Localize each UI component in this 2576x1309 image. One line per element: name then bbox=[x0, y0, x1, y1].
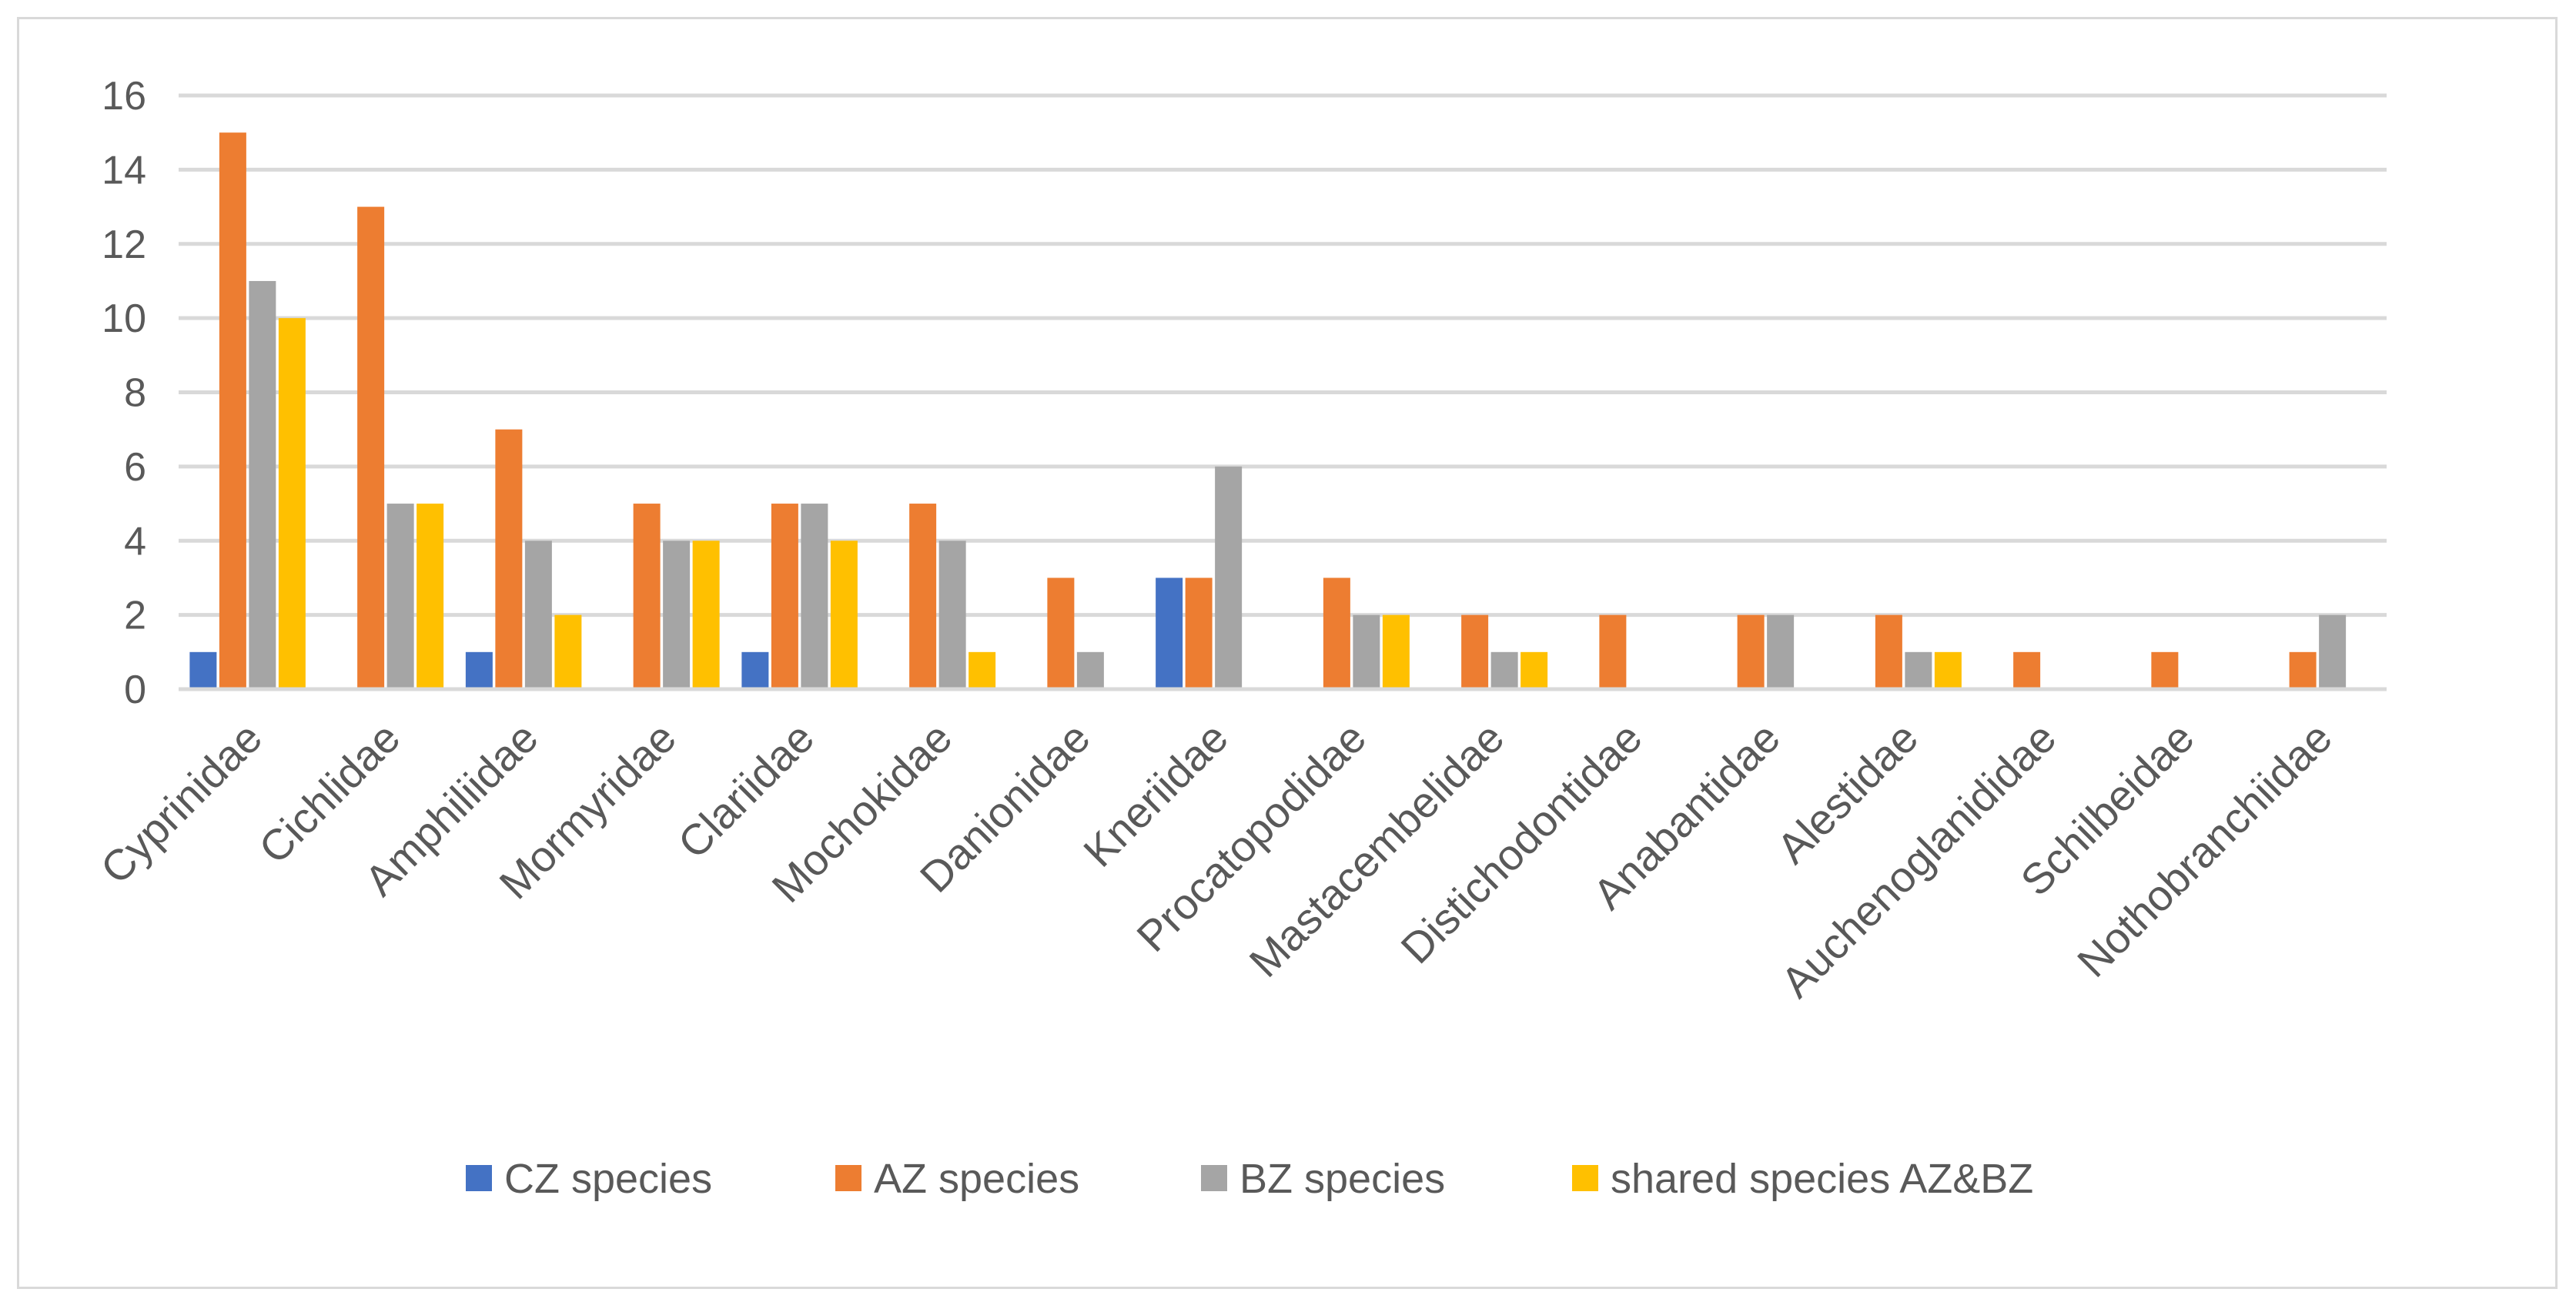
bar-kneriidae-series-0 bbox=[1156, 578, 1183, 689]
bar-cichlidae-series-3 bbox=[417, 504, 444, 689]
legend-label: AZ species bbox=[874, 1156, 1079, 1202]
bars bbox=[189, 132, 2347, 689]
y-tick-label: 10 bbox=[102, 296, 146, 341]
bar-clariidae-series-2 bbox=[801, 504, 828, 689]
y-tick-label: 16 bbox=[102, 74, 146, 119]
bar-procatopodidae-series-3 bbox=[1382, 614, 1410, 689]
bar-cyprinidae-series-1 bbox=[219, 132, 246, 689]
y-tick-label: 14 bbox=[102, 148, 146, 192]
bar-clariidae-series-0 bbox=[741, 651, 769, 689]
bar-mastacembelidae-series-1 bbox=[1461, 614, 1489, 689]
legend-label: BZ species bbox=[1239, 1156, 1445, 1202]
bar-alestidae-series-2 bbox=[1905, 651, 1932, 689]
legend: CZ species AZ species BZ species shared spe… bbox=[466, 1156, 2033, 1202]
bar-clariidae-series-1 bbox=[771, 504, 798, 689]
bar-auchenoglanididae-series-1 bbox=[2013, 651, 2041, 689]
x-axis-category-labels: CyprinidaeCichlidaeAmphiliidaeMormyridae… bbox=[91, 713, 2341, 1006]
x-category-label: Mastacembelidae bbox=[1239, 713, 1513, 986]
legend-swatch bbox=[835, 1165, 861, 1191]
bar-mormyridae-series-3 bbox=[692, 541, 720, 689]
bar-distichodontidae-series-1 bbox=[1599, 614, 1627, 689]
bar-anabantidae-series-2 bbox=[1767, 614, 1795, 689]
bar-cichlidae-series-1 bbox=[357, 206, 385, 689]
bar-cyprinidae-series-2 bbox=[249, 280, 276, 689]
bar-danionidae-series-2 bbox=[1076, 651, 1104, 689]
bar-kneriidae-series-2 bbox=[1215, 466, 1243, 689]
bar-mormyridae-series-1 bbox=[633, 504, 661, 689]
bar-amphiliidae-series-0 bbox=[465, 651, 493, 689]
y-tick-label: 12 bbox=[102, 223, 146, 267]
bar-mormyridae-series-2 bbox=[663, 541, 691, 689]
legend-swatch bbox=[466, 1165, 492, 1191]
bar-cichlidae-series-2 bbox=[386, 504, 414, 689]
x-category-label: Cyprinidae bbox=[91, 713, 271, 893]
legend-label: CZ species bbox=[504, 1156, 712, 1202]
bar-procatopodidae-series-2 bbox=[1353, 614, 1380, 689]
bar-mochokidae-series-1 bbox=[909, 504, 937, 689]
legend-label: shared species AZ&BZ bbox=[1611, 1156, 2033, 1202]
bar-alestidae-series-3 bbox=[1934, 651, 1962, 689]
x-category-label: Distichodontidae bbox=[1391, 713, 1651, 973]
bar-anabantidae-series-1 bbox=[1737, 614, 1765, 689]
bar-mochokidae-series-3 bbox=[969, 651, 996, 689]
x-category-label: Nothobranchiidae bbox=[2068, 713, 2341, 986]
y-tick-label: 0 bbox=[124, 668, 146, 712]
bar-danionidae-series-1 bbox=[1047, 578, 1075, 689]
bar-nothobranchiidae-series-1 bbox=[2289, 651, 2317, 689]
legend-swatch bbox=[1201, 1165, 1227, 1191]
y-tick-label: 4 bbox=[124, 519, 146, 564]
bar-schilbeidae-series-1 bbox=[2151, 651, 2179, 689]
bar-cyprinidae-series-3 bbox=[278, 318, 306, 689]
y-tick-label: 8 bbox=[124, 371, 146, 416]
bar-amphiliidae-series-3 bbox=[554, 614, 582, 689]
bar-alestidae-series-1 bbox=[1875, 614, 1902, 689]
bar-mochokidae-series-2 bbox=[938, 541, 966, 689]
bar-mastacembelidae-series-2 bbox=[1490, 651, 1518, 689]
bar-kneriidae-series-1 bbox=[1185, 578, 1213, 689]
bar-cyprinidae-series-0 bbox=[189, 651, 217, 689]
bar-amphiliidae-series-1 bbox=[495, 429, 523, 689]
bar-procatopodidae-series-1 bbox=[1323, 578, 1350, 689]
bar-clariidae-series-3 bbox=[830, 541, 858, 689]
y-tick-label: 6 bbox=[124, 445, 146, 490]
y-tick-label: 2 bbox=[124, 594, 146, 638]
bar-amphiliidae-series-2 bbox=[524, 541, 552, 689]
legend-swatch bbox=[1572, 1165, 1598, 1191]
bar-mastacembelidae-series-3 bbox=[1521, 651, 1548, 689]
bar-nothobranchiidae-series-2 bbox=[2319, 614, 2347, 689]
y-axis-ticks: 0 2 4 6 8 10 12 14 16 bbox=[102, 74, 146, 712]
x-category-label: Procatopodidae bbox=[1127, 713, 1375, 961]
